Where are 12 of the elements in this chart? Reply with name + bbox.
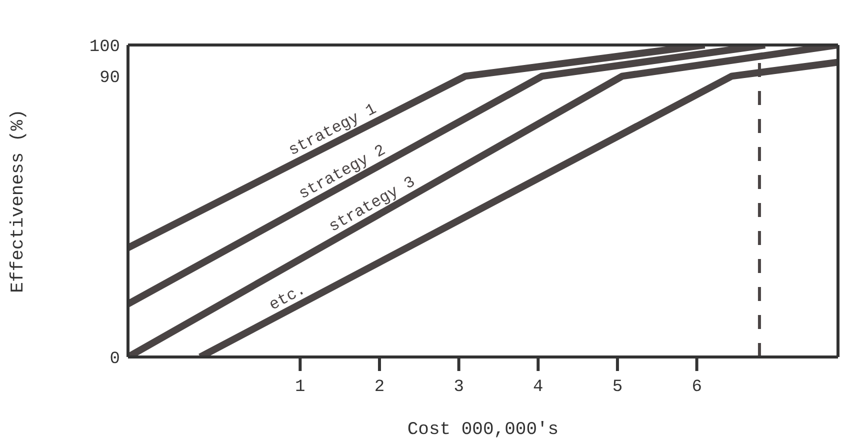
x-tick-label: 3	[454, 378, 464, 398]
text: etc.	[266, 280, 309, 314]
x-tick-label: 4	[533, 378, 544, 398]
x-tick-label: 6	[692, 378, 702, 398]
x-tick-label: 2	[374, 378, 385, 398]
y-axis-title: Effectiveness (%)	[8, 109, 28, 293]
x-tick-label: 1	[295, 378, 306, 398]
x-tick-label: 5	[612, 378, 623, 398]
y-tick-label: 90	[100, 69, 120, 88]
y-tick-label: 0	[110, 350, 120, 370]
x-axis-title: Cost 000,000's	[407, 420, 559, 440]
y-tick-label: 100	[89, 38, 120, 58]
